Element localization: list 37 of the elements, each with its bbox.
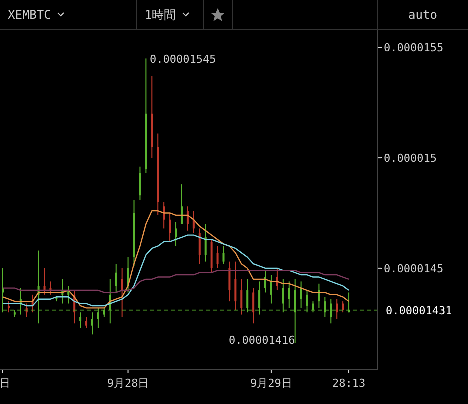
- candlestick: [86, 316, 88, 329]
- candlestick: [169, 212, 172, 242]
- x-tick-label: 9月28日: [107, 377, 150, 390]
- x-tick-label: 日: [0, 377, 10, 390]
- x-tick-label: 9月29日: [250, 377, 292, 390]
- y-tick-label: 0.0000155: [384, 42, 444, 55]
- candlestick: [252, 288, 255, 324]
- candlestick: [288, 281, 290, 309]
- text: 1時間: [145, 6, 176, 24]
- y-tick-label: 0.0000145: [384, 262, 444, 276]
- candlestick: [336, 298, 338, 320]
- text: XEMBTC: [8, 8, 52, 22]
- candlestick: [240, 278, 243, 316]
- text: auto: [408, 7, 438, 24]
- ref-line-label: 0.00001431: [386, 304, 452, 318]
- candlestick: [186, 206, 189, 232]
- candlestick: [44, 268, 46, 296]
- candlestick: [228, 261, 231, 302]
- candlestick: [180, 184, 183, 225]
- annotation: 0.00001545: [150, 53, 216, 66]
- candlestick: [175, 222, 178, 247]
- candlestick: [270, 274, 272, 304]
- annotation: 0.00001416: [229, 334, 296, 347]
- candlestick: [115, 264, 118, 294]
- candlestick: [342, 301, 344, 314]
- y-tick-label: 0.000015: [384, 152, 437, 165]
- candlestick: [300, 281, 302, 309]
- candlestick: [91, 312, 94, 336]
- candlestick: [234, 261, 237, 311]
- candlestick: [121, 268, 124, 318]
- candlestick: [204, 224, 207, 262]
- candlestick: [222, 246, 225, 265]
- x-tick-label: 28:13: [332, 377, 366, 390]
- candlestick: [139, 166, 142, 200]
- candlestick: [198, 228, 201, 265]
- candlestick: [264, 270, 267, 294]
- candlestick: [216, 246, 219, 269]
